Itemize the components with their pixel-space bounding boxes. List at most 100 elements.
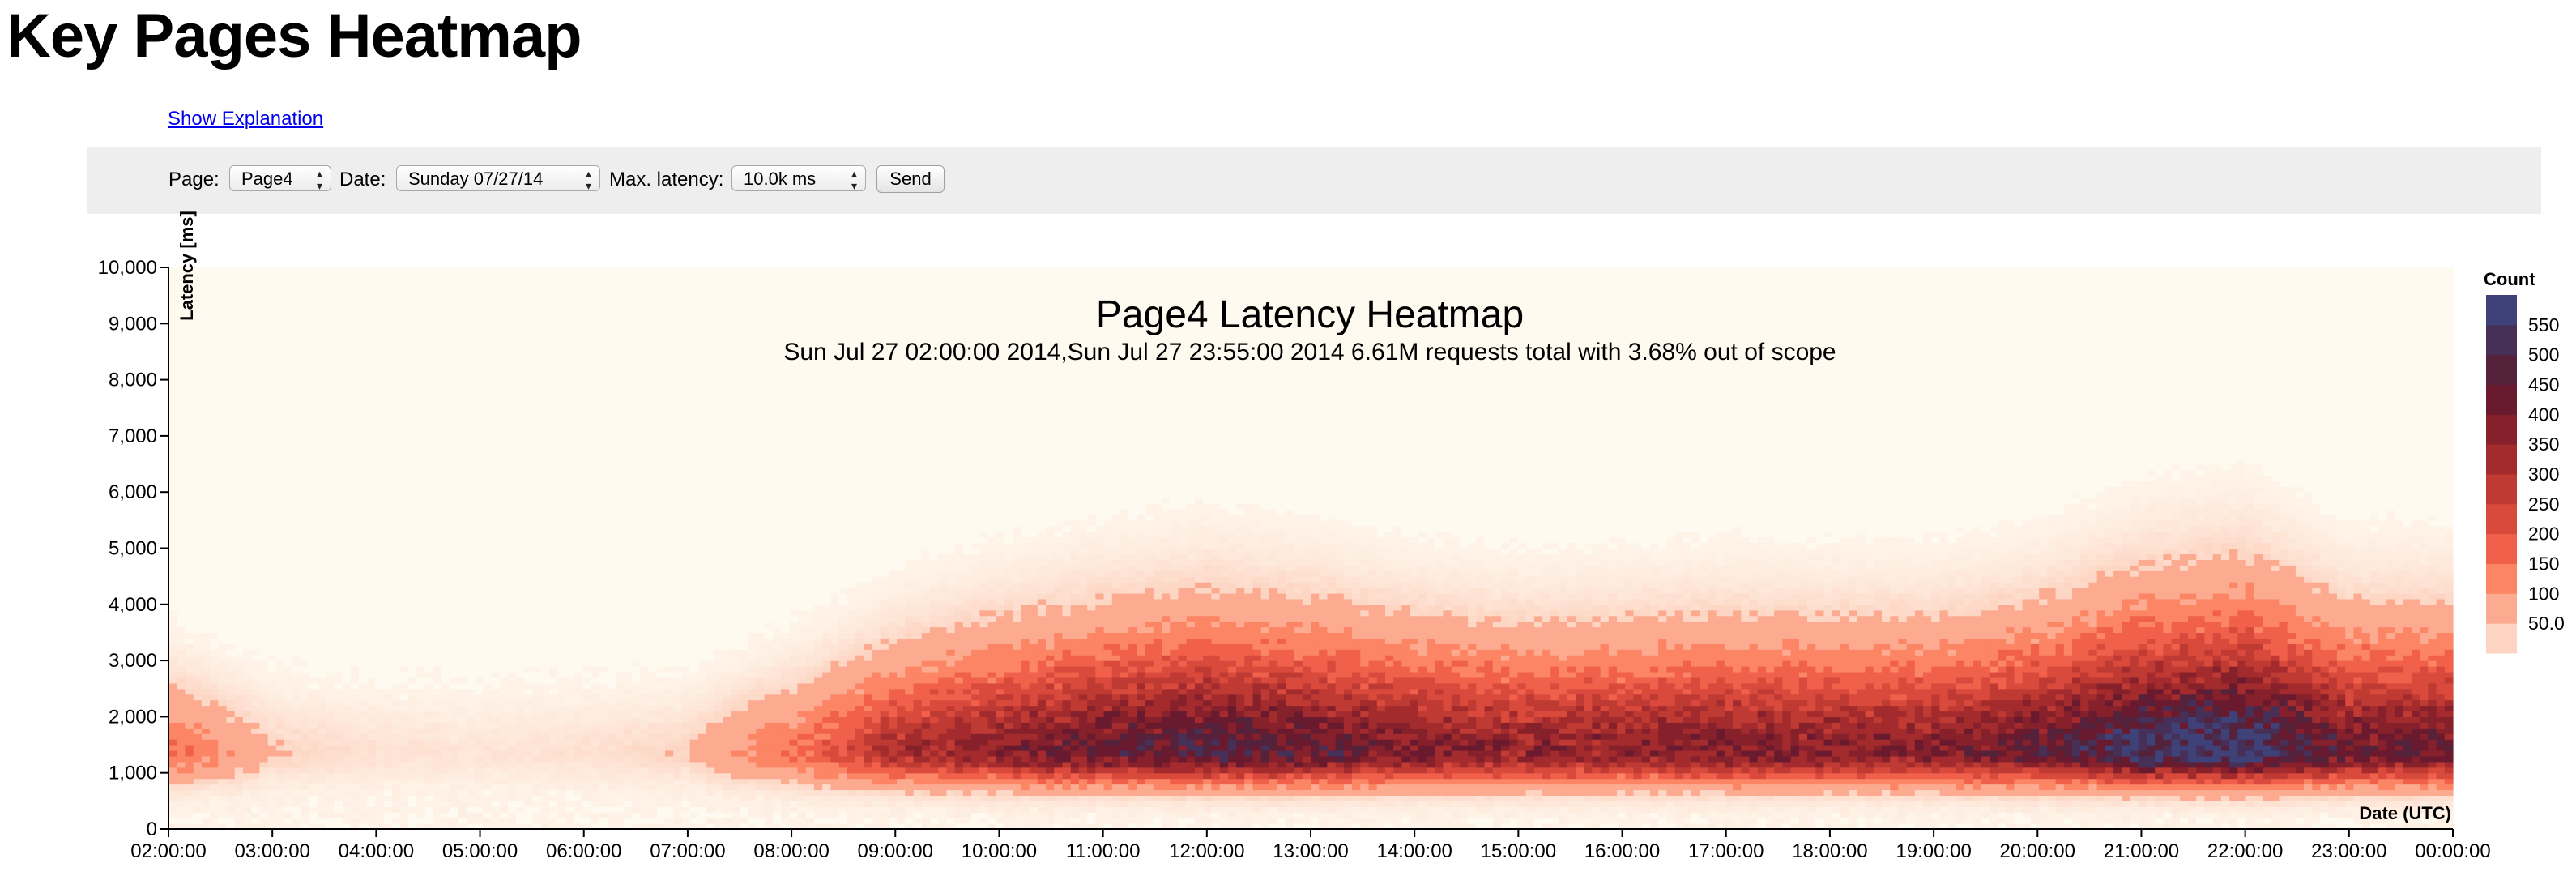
- heatmap-cell: [359, 536, 368, 544]
- heatmap-cell: [391, 823, 401, 830]
- heatmap-cell: [168, 429, 177, 437]
- heatmap-cell: [201, 301, 211, 308]
- heatmap-cell: [267, 755, 277, 763]
- heatmap-cell: [168, 789, 177, 797]
- heatmap-cell: [201, 598, 211, 605]
- show-explanation-link[interactable]: Show Explanation: [168, 108, 323, 130]
- heatmap-cell: [516, 481, 525, 487]
- heatmap-cell: [251, 503, 260, 510]
- heatmap-cell: [565, 638, 575, 644]
- heatmap-cell: [367, 429, 377, 437]
- heatmap-cell: [507, 553, 517, 560]
- heatmap-cell: [507, 368, 517, 375]
- heatmap-cell: [400, 559, 409, 566]
- heatmap-cell: [483, 565, 493, 571]
- heatmap-cell: [549, 609, 558, 617]
- heatmap-cell: [475, 565, 484, 571]
- heatmap-cell: [532, 592, 542, 600]
- heatmap-cell: [441, 357, 450, 364]
- heatmap-cell: [375, 402, 385, 408]
- heatmap-cell: [375, 626, 385, 634]
- heatmap-cell: [210, 733, 219, 740]
- heatmap-cell: [267, 733, 277, 740]
- heatmap-cell: [540, 638, 550, 644]
- heatmap-cell: [507, 351, 517, 358]
- heatmap-cell: [458, 728, 467, 734]
- heatmap-cell: [391, 755, 401, 763]
- heatmap-cell: [301, 357, 310, 364]
- heatmap-cell: [557, 402, 567, 408]
- heatmap-cell: [275, 655, 285, 661]
- heatmap-cell: [499, 728, 509, 734]
- heatmap-cell: [326, 638, 335, 644]
- heatmap-cell: [168, 666, 177, 673]
- heatmap-cell: [193, 638, 203, 644]
- heatmap-cell: [532, 655, 542, 661]
- heatmap-cell: [317, 435, 326, 442]
- heatmap-cell: [242, 402, 252, 408]
- heatmap-cell: [574, 548, 583, 555]
- heatmap-cell: [458, 475, 467, 481]
- heatmap-cell: [301, 272, 310, 280]
- heatmap-cell: [375, 289, 385, 297]
- heatmap-cell: [275, 446, 285, 454]
- heatmap-cell: [367, 565, 377, 571]
- heatmap-cell: [540, 739, 550, 746]
- heatmap-cell: [450, 705, 459, 712]
- max-latency-select[interactable]: 10.0k ms ▴ ▾: [731, 165, 866, 192]
- heatmap-cell: [185, 615, 194, 622]
- heatmap-cell: [458, 408, 467, 414]
- heatmap-cell: [524, 761, 534, 768]
- heatmap-cell: [177, 419, 186, 425]
- heatmap-cell: [400, 385, 409, 392]
- heatmap-cell: [458, 694, 467, 701]
- heatmap-cell: [483, 767, 493, 774]
- heatmap-cell: [210, 638, 219, 644]
- heatmap-cell: [383, 346, 393, 352]
- heatmap-cell: [367, 643, 377, 650]
- heatmap-cell: [267, 323, 277, 330]
- heatmap-cell: [391, 801, 401, 807]
- heatmap-cell: [350, 604, 360, 611]
- heatmap-cell: [450, 818, 459, 824]
- heatmap-cell: [350, 609, 360, 617]
- heatmap-cell: [359, 318, 368, 324]
- heatmap-cell: [532, 688, 542, 695]
- heatmap-cell: [391, 429, 401, 437]
- heatmap-cell: [532, 711, 542, 717]
- heatmap-cell: [309, 582, 318, 588]
- heatmap-cell: [516, 772, 525, 780]
- heatmap-cell: [210, 588, 219, 594]
- heatmap-cell: [441, 446, 450, 454]
- heatmap-cell: [532, 660, 542, 667]
- heatmap-cell: [400, 318, 409, 324]
- heatmap-cell: [242, 705, 252, 712]
- heatmap-cell: [326, 408, 335, 414]
- heatmap-cell: [168, 498, 177, 504]
- heatmap-cell: [185, 514, 194, 521]
- heatmap-cell: [259, 295, 269, 302]
- heatmap-cell: [466, 396, 476, 403]
- heatmap-cell: [524, 481, 534, 487]
- heatmap-cell: [367, 295, 377, 302]
- heatmap-cell: [251, 469, 260, 476]
- heatmap-cell: [524, 728, 534, 734]
- page-select[interactable]: Page4 ▴ ▾: [229, 165, 331, 192]
- date-select[interactable]: Sunday 07/27/14 ▴ ▾: [396, 165, 600, 192]
- heatmap-cell: [499, 682, 509, 690]
- heatmap-cell: [218, 346, 228, 352]
- heatmap-cell: [491, 458, 501, 465]
- heatmap-cell: [466, 306, 476, 314]
- heatmap-cell: [375, 312, 385, 318]
- heatmap-cell: [326, 784, 335, 791]
- heatmap-cell: [491, 503, 501, 510]
- heatmap-cell: [507, 615, 517, 622]
- heatmap-cell: [226, 772, 236, 780]
- heatmap-cell: [549, 413, 558, 420]
- heatmap-cell: [433, 408, 442, 414]
- heatmap-cell: [193, 267, 203, 274]
- heatmap-cell: [301, 666, 310, 673]
- heatmap-cell: [218, 503, 228, 510]
- heatmap-cell: [458, 632, 467, 639]
- send-button[interactable]: Send: [876, 165, 945, 193]
